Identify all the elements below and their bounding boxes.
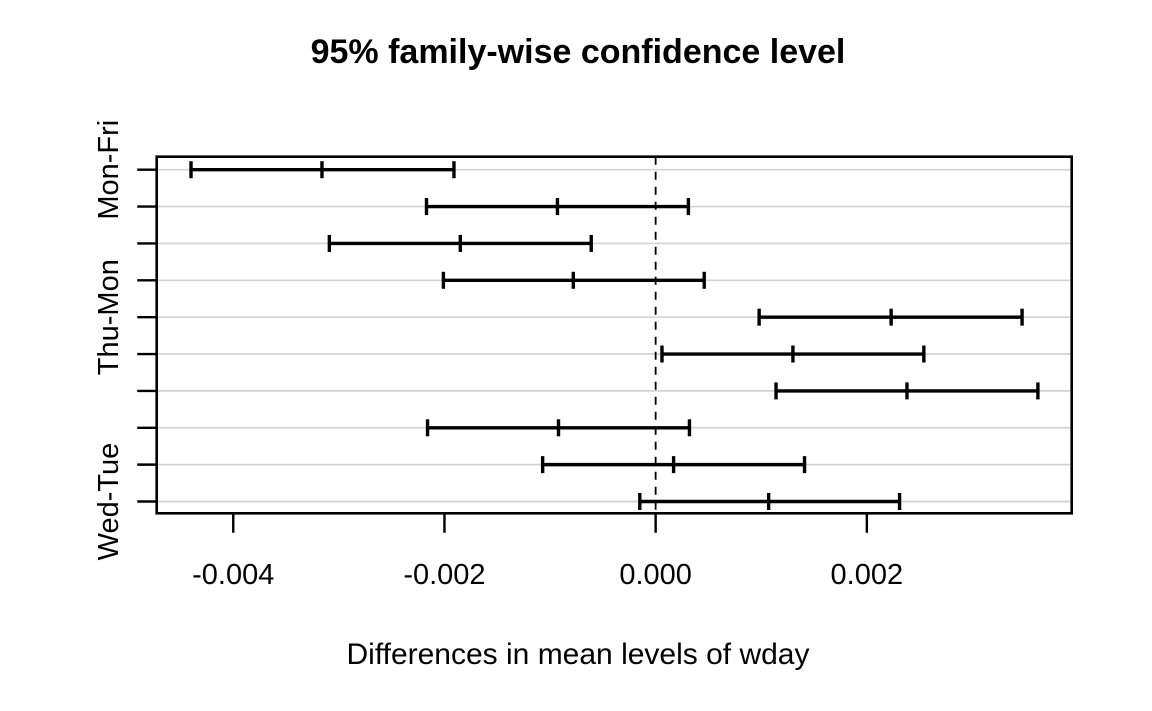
confidence-interval	[757, 308, 1024, 326]
confidence-interval	[638, 493, 902, 510]
confidence-interval	[660, 345, 926, 363]
confidence-interval	[441, 271, 706, 289]
y-tick-label: Mon-Fri	[93, 120, 125, 220]
confidence-interval	[425, 419, 692, 437]
x-tick-label: 0.002	[831, 559, 904, 591]
y-tick-label: Wed-Tue	[93, 443, 125, 561]
gridline-layer	[156, 168, 1072, 503]
x-axis-label: Differences in mean levels of wday	[346, 638, 809, 671]
plot-border	[155, 155, 1073, 515]
x-tick-label: -0.004	[192, 559, 274, 591]
confidence-interval	[189, 161, 456, 179]
chart-title: 95% family-wise confidence level	[311, 33, 846, 71]
confidence-interval	[327, 234, 593, 252]
x-tick-label: 0.000	[619, 559, 692, 591]
axis-layer: Mon-Fri Thu-Mon Wed-Tue -0.004 -0.002 0.000 0.…	[93, 120, 903, 591]
confidence-interval	[540, 456, 807, 474]
confidence-interval-layer	[189, 161, 1040, 510]
confidence-interval	[424, 198, 691, 216]
x-tick-label: -0.002	[403, 559, 485, 591]
y-tick-label: Thu-Mon	[93, 259, 125, 375]
confidence-interval	[774, 382, 1040, 400]
